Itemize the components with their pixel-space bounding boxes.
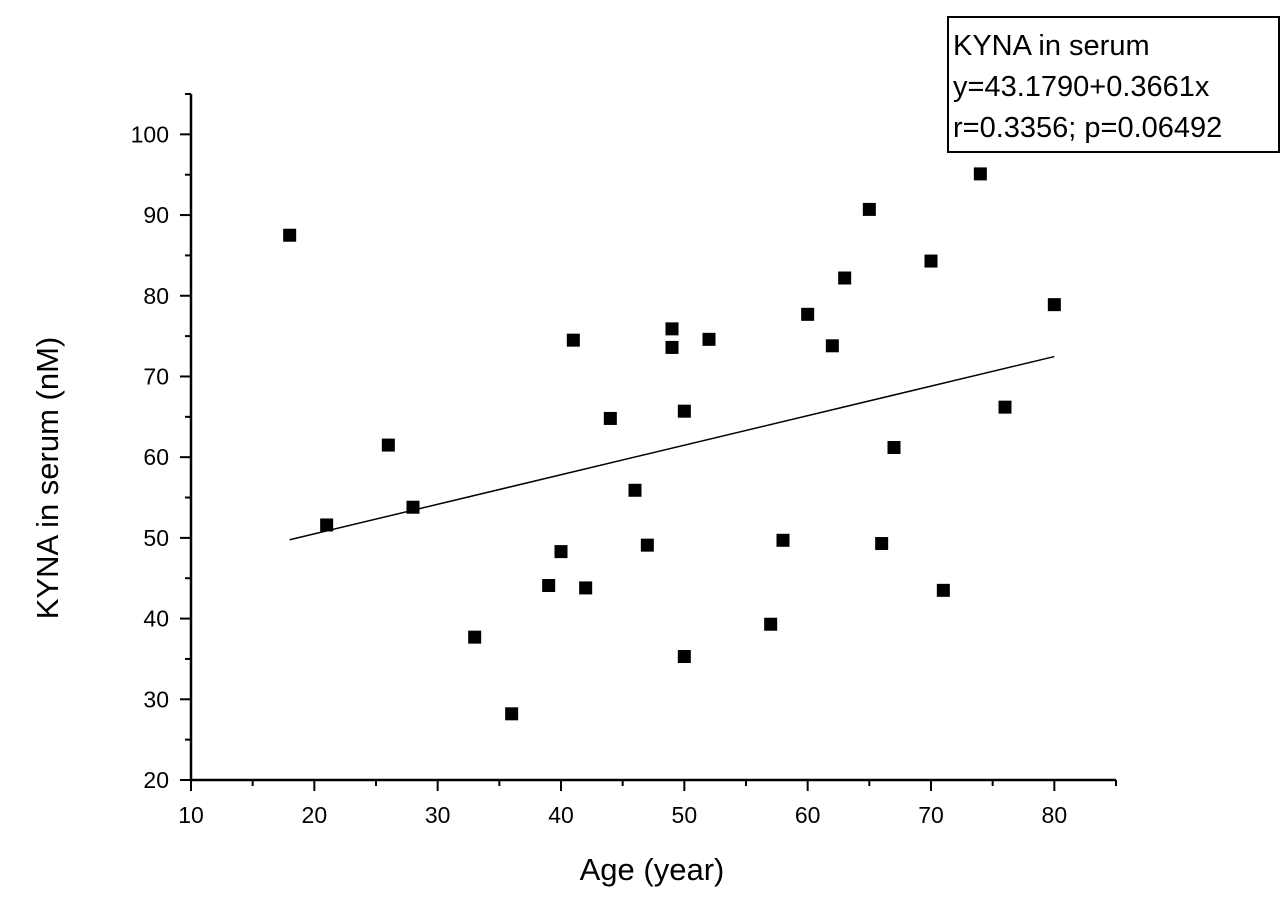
- data-points: [283, 167, 1061, 721]
- data-point: [320, 518, 334, 532]
- y-axis-title: KYNA in serum (nM): [30, 337, 65, 620]
- data-point: [764, 617, 778, 631]
- data-point: [1047, 298, 1061, 312]
- x-tick-label: 70: [918, 802, 944, 828]
- data-point: [801, 307, 815, 321]
- data-point: [665, 322, 679, 336]
- data-point: [579, 581, 593, 595]
- y-tick-label: 60: [143, 444, 169, 470]
- data-point: [924, 254, 938, 268]
- regression-line-group: [289, 355, 1055, 541]
- legend-box: KYNA in serum y=43.1790+0.3661x r=0.3356…: [947, 16, 1280, 153]
- x-axis-title: Age (year): [580, 852, 725, 887]
- data-point: [628, 483, 642, 497]
- data-point: [406, 500, 420, 514]
- data-point: [776, 533, 790, 547]
- data-point: [887, 440, 901, 454]
- y-tick-label: 50: [143, 525, 169, 551]
- data-point: [468, 630, 482, 644]
- data-point: [936, 583, 950, 597]
- y-tick-label: 100: [131, 121, 169, 147]
- legend-stats: r=0.3356; p=0.06492: [953, 112, 1223, 144]
- data-point: [505, 707, 519, 721]
- data-point: [998, 400, 1012, 414]
- x-tick-label: 10: [178, 802, 204, 828]
- y-tick-label: 40: [143, 606, 169, 632]
- legend-equation: y=43.1790+0.3661x: [953, 71, 1210, 103]
- data-point: [283, 228, 297, 242]
- data-point: [603, 411, 617, 425]
- x-tick-label: 50: [672, 802, 698, 828]
- y-tick-label: 70: [143, 363, 169, 389]
- data-point: [640, 538, 654, 552]
- data-point: [677, 404, 691, 418]
- y-tick-label: 30: [143, 686, 169, 712]
- data-point: [838, 271, 852, 285]
- x-tick-label: 30: [425, 802, 451, 828]
- data-point: [665, 340, 679, 354]
- x-tick-label: 20: [302, 802, 328, 828]
- axes: 10 20 30 40 50 60 70 80 20 30 40 50 60 70 80 90 100: [131, 93, 1117, 828]
- legend-series-name: KYNA in serum: [953, 30, 1150, 62]
- x-tick-label: 60: [795, 802, 821, 828]
- data-point: [542, 578, 556, 592]
- data-point: [566, 333, 580, 347]
- regression-line: [289, 355, 1055, 541]
- x-tick-label: 80: [1042, 802, 1068, 828]
- data-point: [825, 339, 839, 353]
- y-tick-label: 90: [143, 202, 169, 228]
- data-point: [677, 650, 691, 664]
- data-point: [702, 332, 716, 346]
- data-point: [554, 545, 568, 559]
- x-tick-label: 40: [548, 802, 574, 828]
- y-tick-label: 20: [143, 767, 169, 793]
- y-tick-label: 80: [143, 283, 169, 309]
- data-point: [973, 167, 987, 181]
- data-point: [862, 202, 876, 216]
- data-point: [381, 438, 395, 452]
- data-point: [875, 537, 889, 551]
